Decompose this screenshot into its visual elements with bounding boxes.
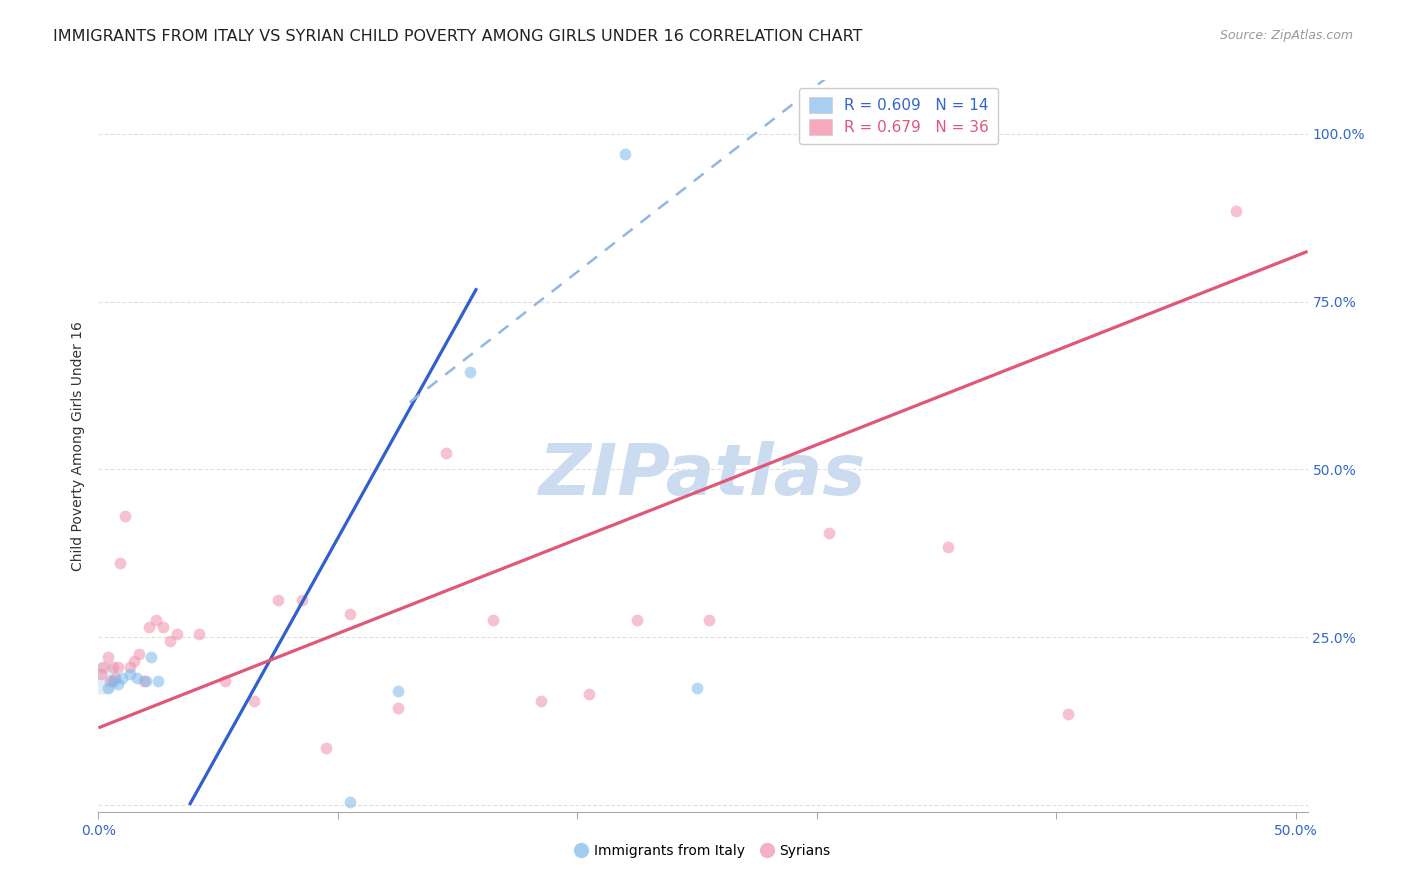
Point — [107, 660, 129, 674]
Point — [114, 509, 136, 524]
Point — [214, 673, 236, 688]
Point — [107, 677, 129, 691]
Point — [139, 650, 162, 665]
Legend: Immigrants from Italy, Syrians: Immigrants from Italy, Syrians — [569, 838, 837, 863]
Point — [482, 614, 505, 628]
Point — [118, 667, 141, 681]
Point — [97, 650, 120, 665]
Point — [90, 667, 112, 681]
Point — [111, 671, 134, 685]
Point — [243, 694, 266, 708]
Point — [108, 557, 131, 571]
Point — [104, 671, 127, 685]
Point — [91, 660, 114, 674]
Point — [138, 620, 160, 634]
Point — [938, 540, 960, 554]
Point — [159, 633, 181, 648]
Point — [101, 660, 124, 674]
Text: Source: ZipAtlas.com: Source: ZipAtlas.com — [1219, 29, 1353, 42]
Point — [387, 684, 409, 698]
Point — [339, 607, 361, 621]
Point — [97, 681, 120, 695]
Text: ZIPatlas: ZIPatlas — [540, 441, 866, 509]
Point — [135, 673, 157, 688]
Point — [387, 700, 409, 714]
Point — [152, 620, 174, 634]
Point — [188, 627, 211, 641]
Point — [100, 673, 122, 688]
Text: IMMIGRANTS FROM ITALY VS SYRIAN CHILD POVERTY AMONG GIRLS UNDER 16 CORRELATION C: IMMIGRANTS FROM ITALY VS SYRIAN CHILD PO… — [53, 29, 863, 44]
Point — [697, 614, 720, 628]
Point — [339, 795, 361, 809]
Point — [132, 673, 155, 688]
Point — [125, 671, 148, 685]
Point — [626, 614, 648, 628]
Point — [128, 647, 150, 661]
Point — [166, 627, 188, 641]
Point — [817, 526, 839, 541]
Point — [434, 446, 457, 460]
Point — [1225, 204, 1247, 219]
Point — [91, 671, 114, 685]
Point — [458, 365, 481, 379]
Point — [148, 673, 170, 688]
Point — [315, 741, 337, 756]
Point — [1057, 707, 1080, 722]
Point — [614, 147, 637, 161]
Y-axis label: Child Poverty Among Girls Under 16: Child Poverty Among Girls Under 16 — [70, 321, 84, 571]
Point — [267, 593, 290, 607]
Point — [145, 614, 167, 628]
Point — [101, 673, 124, 688]
Point — [686, 681, 709, 695]
Point — [124, 654, 146, 668]
Point — [578, 687, 600, 701]
Point — [118, 660, 141, 674]
Point — [291, 593, 314, 607]
Point — [530, 694, 553, 708]
